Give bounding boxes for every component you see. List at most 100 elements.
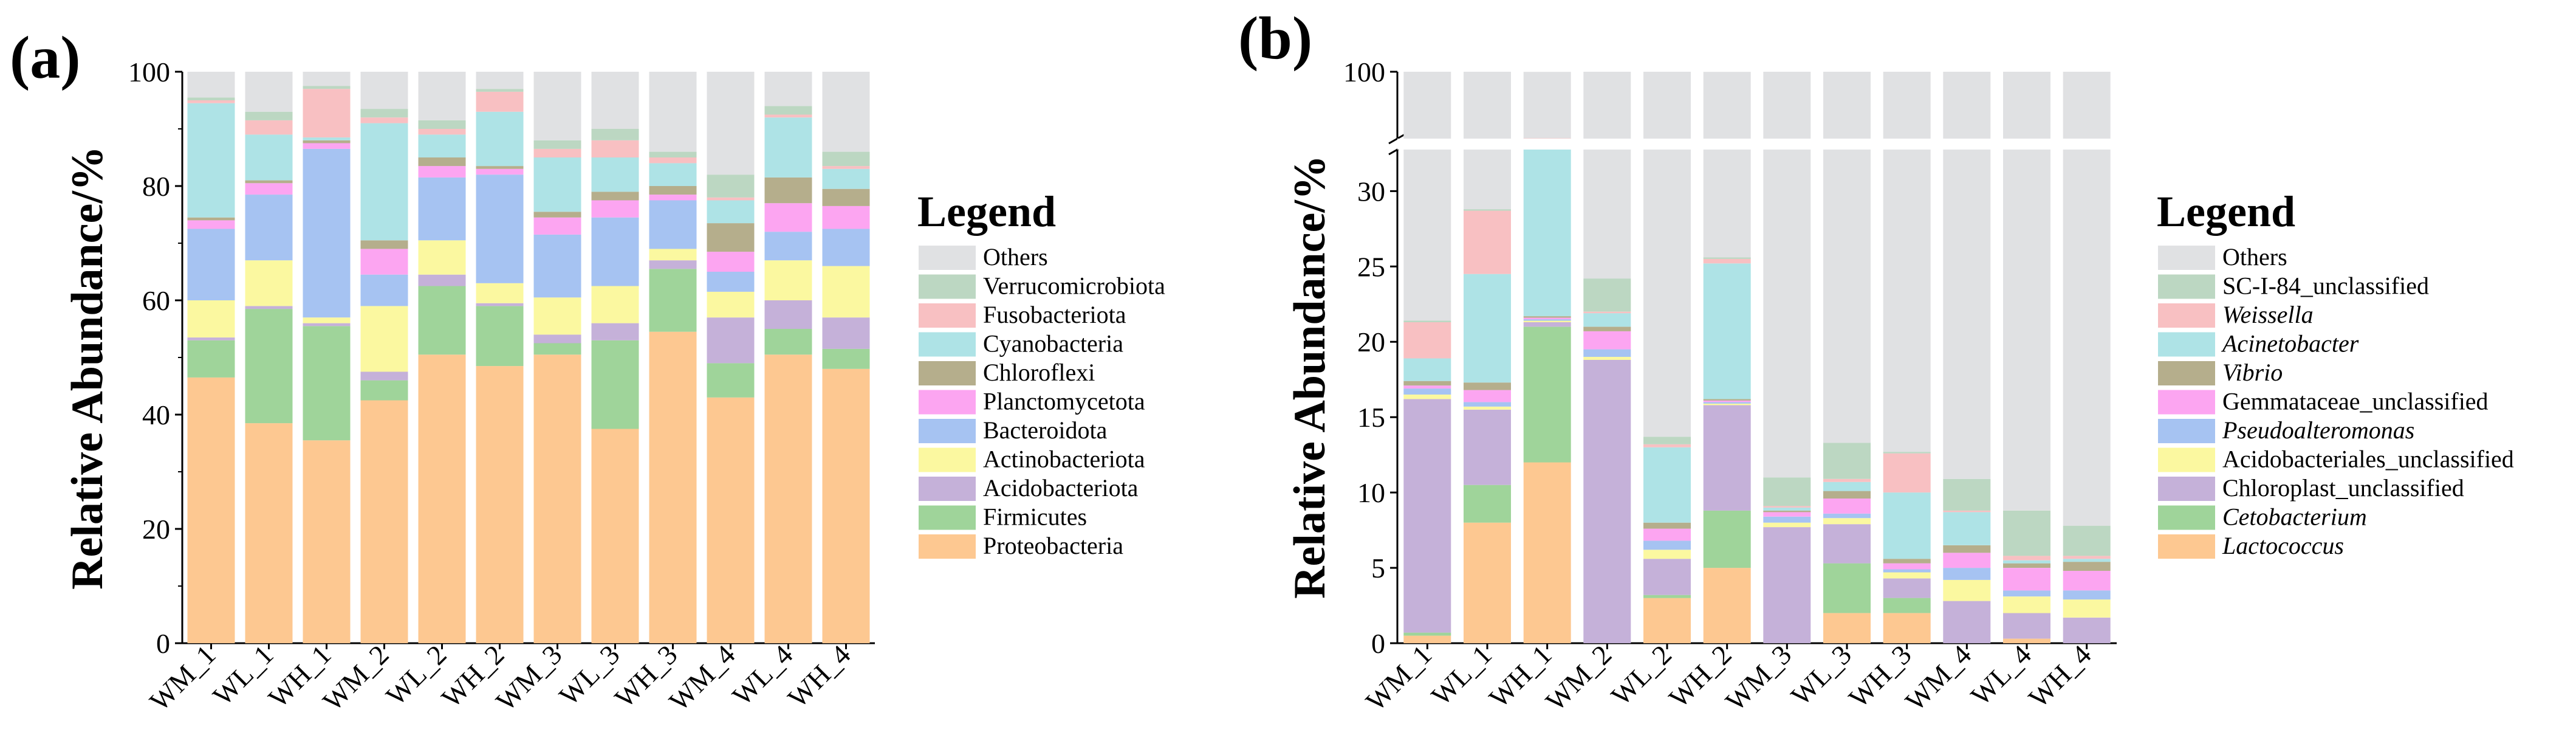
bar-segment-WH_1-chloroplast-unclassified — [1523, 322, 1571, 327]
legend-swatch — [2158, 274, 2215, 299]
bar-segment-WH_3-acidobacteriota — [649, 260, 697, 269]
bar-segment-WH_4-bacteroidota — [822, 229, 870, 266]
bar-segment-WM_2-pseudoalteromonas — [1583, 349, 1631, 357]
bar-segment-WH_3-actinobacteriota — [649, 249, 697, 261]
y-tick-label: 60 — [142, 285, 170, 316]
bar-segment-WL_1-lactococcus — [1464, 522, 1511, 643]
bar-segment-WL_1-others — [245, 72, 293, 112]
legend-swatch — [2158, 246, 2215, 270]
bar-segment-WM_1-firmicutes — [187, 340, 235, 378]
bar-segment-WL_4-firmicutes — [764, 329, 812, 355]
panel-a-x-axis: WM_1WL_1WH_1WM_2WL_2WH_2WM_3WL_3WH_3WM_4… — [143, 639, 856, 717]
legend-swatch — [2158, 534, 2215, 559]
panel-b-bars — [1397, 72, 2117, 643]
bar-segment-WM_3-verrucomicrobiota — [533, 140, 581, 149]
bar-segment-WM_4-acinetobacter — [1943, 512, 1991, 545]
bar-segment-WM_4-acidobacteriota — [707, 317, 755, 364]
bar-segment-WH_1-chloroflexi — [303, 140, 351, 143]
bar-segment-WL_1-acidobacteriota — [245, 306, 293, 309]
bar-segment-WM_4-others — [1943, 72, 1991, 479]
legend-label: Proteobacteria — [983, 532, 1123, 559]
bar-segment-WM_3-firmicutes — [533, 343, 581, 355]
bar-segment-WH_1-pseudoalteromonas — [1523, 319, 1571, 321]
bar-segment-WH_3-cyanobacteria — [649, 163, 697, 186]
bar-segment-WM_2-gemmataceae-unclassified — [1583, 331, 1631, 350]
bar-segment-WL_2-others — [1643, 72, 1691, 437]
bar-segment-WH_3-proteobacteria — [649, 331, 697, 643]
bar-segment-WM_1-verrucomicrobiota — [187, 97, 235, 100]
bar-segment-WL_3-acinetobacter — [1823, 481, 1871, 491]
bar-segment-WM_4-chloroflexi — [707, 223, 755, 252]
legend-label: Cetobacterium — [2222, 503, 2367, 531]
bar-segment-WL_1-cetobacterium — [1464, 485, 1511, 523]
bar-segment-WL_1-pseudoalteromonas — [1464, 402, 1511, 407]
bar-segment-WL_1-vibrio — [1464, 382, 1511, 390]
bar-segment-WH_3-planctomycetota — [649, 195, 697, 201]
bar-segment-WL_4-fusobacteriota — [764, 114, 812, 118]
bar-segment-WH_1-proteobacteria — [303, 440, 351, 643]
bar-segment-WM_3-vibrio — [1763, 510, 1811, 512]
bar-segment-WL_1-acinetobacter — [1464, 274, 1511, 383]
bar-segment-WH_1-gemmataceae-unclassified — [1523, 317, 1571, 320]
bar-segment-WH_1-cetobacterium — [1523, 326, 1571, 463]
bar-segment-WH_2-verrucomicrobiota — [476, 89, 524, 92]
bar-segment-WH_3-pseudoalteromonas — [1883, 569, 1931, 573]
bar-segment-WH_2-others — [476, 72, 524, 89]
legend-label: Acinetobacter — [2221, 330, 2359, 357]
bar-segment-WL_2-pseudoalteromonas — [1643, 540, 1691, 550]
bar-segment-WL_3-proteobacteria — [591, 429, 639, 643]
bar-segment-WM_1-acidobacteriales-unclassified — [1403, 395, 1451, 399]
bar-segment-WH_2-acinetobacter — [1703, 263, 1751, 399]
y-tick-label: 100 — [1343, 57, 1385, 88]
bar-segment-WL_2-lactococcus — [1643, 598, 1691, 643]
bar-segment-WM_4-chloroplast-unclassified — [1943, 601, 1991, 643]
bar-segment-WL_1-planctomycetota — [245, 183, 293, 195]
bar-segment-WM_3-gemmataceae-unclassified — [1763, 512, 1811, 517]
bar-segment-WH_4-chloroplast-unclassified — [2063, 617, 2111, 643]
bar-segment-WL_4-chloroplast-unclassified — [2003, 613, 2050, 639]
bar-segment-WM_1-chloroplast-unclassified — [1403, 399, 1451, 633]
bar-segment-WL_4-sc-i-84-unclassified — [2003, 510, 2050, 556]
bar-segment-WH_2-gemmataceae-unclassified — [1703, 400, 1751, 402]
legend-swatch — [2158, 505, 2215, 530]
bar-segment-WL_2-vibrio — [1643, 522, 1691, 529]
bar-segment-WM_3-planctomycetota — [533, 217, 581, 235]
bar-segment-WM_1-vibrio — [1403, 381, 1451, 386]
bar-segment-WH_1-acidobacteriota — [303, 323, 351, 326]
bar-segment-WM_1-bacteroidota — [187, 229, 235, 300]
bar-segment-WM_1-cetobacterium — [1403, 632, 1451, 636]
bar-segment-WM_1-chloroflexi — [187, 217, 235, 221]
bar-segment-WH_4-actinobacteriota — [822, 266, 870, 318]
bar-segment-WL_1-acidobacteriales-unclassified — [1464, 406, 1511, 410]
bar-segment-WL_2-acinetobacter — [1643, 447, 1691, 523]
bar-segment-WH_3-cetobacterium — [1883, 598, 1931, 613]
bar-segment-WL_1-cyanobacteria — [245, 134, 293, 181]
bar-segment-WL_4-vibrio — [2003, 563, 2050, 568]
bar-segment-WM_4-proteobacteria — [707, 397, 755, 643]
x-tick-label: WM_2 — [317, 639, 394, 717]
panel-b-ylabel: Relative Abundance/% — [1285, 155, 1335, 599]
bar-segment-WL_4-proteobacteria — [764, 354, 812, 643]
bar-segment-WL_1-sc-i-84-unclassified — [1464, 209, 1511, 211]
bar-segment-WM_3-acinetobacter — [1763, 507, 1811, 511]
bar-segment-WL_1-actinobacteriota — [245, 260, 293, 306]
bar-segment-WM_2-firmicutes — [360, 380, 408, 401]
bar-segment-WH_3-weissella — [1883, 453, 1931, 493]
bar-segment-WM_2-chloroflexi — [360, 240, 408, 249]
bar-segment-WM_2-chloroplast-unclassified — [1583, 360, 1631, 643]
legend-swatch — [2158, 477, 2215, 501]
legend-swatch — [919, 477, 976, 501]
bar-segment-WL_1-bacteroidota — [245, 195, 293, 261]
bar-segment-WH_1-fusobacteriota — [303, 89, 351, 138]
bar-segment-WL_4-weissella — [2003, 556, 2050, 561]
bar-segment-WL_4-acidobacteriota — [764, 300, 812, 329]
bar-segment-WH_2-acidobacteriales-unclassified — [1703, 403, 1751, 405]
bar-segment-WM_2-bacteroidota — [360, 274, 408, 306]
y-tick-label: 0 — [156, 628, 170, 659]
bar-segment-WH_2-cetobacterium — [1703, 510, 1751, 568]
bar-segment-WM_3-bacteroidota — [533, 234, 581, 298]
bar-segment-WM_1-acidobacteriota — [187, 337, 235, 340]
panel-b-x-axis: WM_1WL_1WH_1WM_2WL_2WH_2WM_3WL_3WH_3WM_4… — [1360, 639, 2097, 717]
bar-segment-WL_4-gemmataceae-unclassified — [2003, 568, 2050, 591]
